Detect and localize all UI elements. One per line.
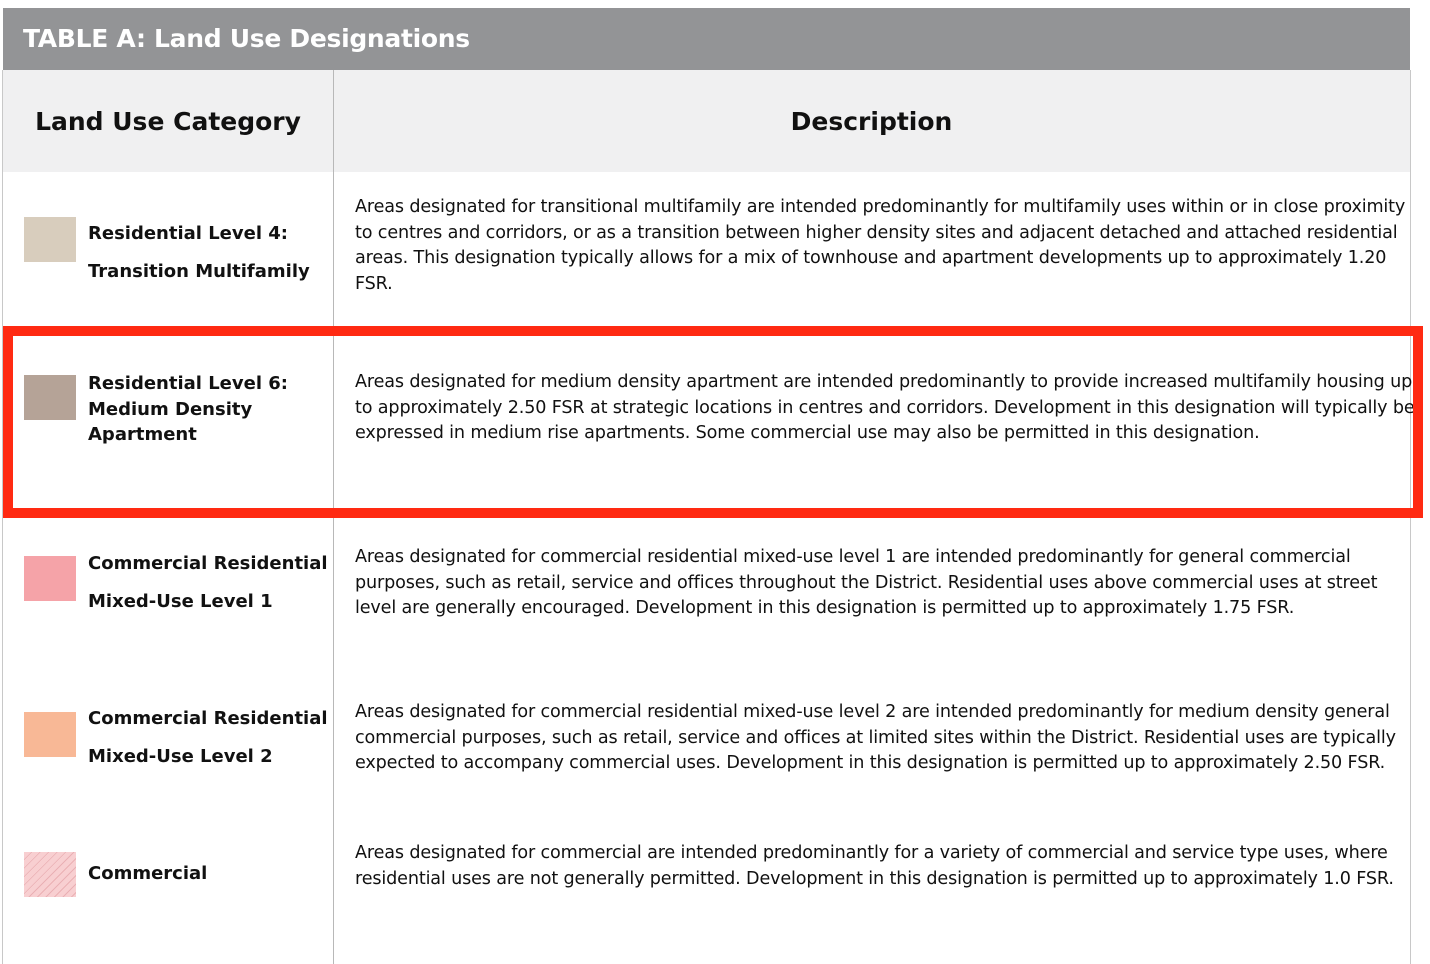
table-row: Commercial Residential Mixed-Use Level 2… [3,680,1410,820]
highlight-box [3,326,1423,518]
description-text: Areas designated for medium density apar… [355,372,1415,443]
category-line: Mixed-Use Level 2 [88,746,273,767]
table-header-row: Land Use Category Description [3,70,1410,172]
hatched-swatch [24,852,76,897]
color-swatch [24,556,76,601]
color-swatch [24,712,76,757]
category-line: Mixed-Use Level 1 [88,591,273,612]
category-line: Residential Level 6: [88,373,288,394]
table-border-left [2,70,3,964]
category-line: Apartment [88,424,197,445]
column-header-category: Land Use Category [35,107,301,136]
description-text: Areas designated for commercial resident… [355,702,1396,773]
table-row: Commercial Areas designated for commerci… [3,820,1410,964]
category-label: Residential Level 4: Transition Multifam… [88,215,328,291]
color-swatch [24,375,76,420]
category-line: Medium Density [88,398,253,420]
category-label: Commercial Residential Mixed-Use Level 1 [88,545,328,621]
category-label: Commercial Residential Mixed-Use Level 2 [88,700,328,776]
table-row: Commercial Residential Mixed-Use Level 1… [3,518,1410,680]
category-line: Commercial [88,863,208,884]
color-swatch [24,217,76,262]
category-line: Commercial Residential [88,553,328,574]
description-text: Areas designated for commercial are inte… [355,843,1394,889]
category-line: Commercial Residential [88,708,328,729]
column-header-description: Description [790,107,953,136]
description-text: Areas designated for transitional multif… [355,197,1406,294]
table-row: Residential Level 4: Transition Multifam… [3,172,1410,326]
category-line: Transition Multifamily [88,261,310,282]
table-title: TABLE A: Land Use Designations [3,8,1410,70]
category-label: Residential Level 6: Medium Density Apar… [88,371,328,448]
table-row: Residential Level 6: Medium Density Apar… [3,336,1415,508]
description-text: Areas designated for commercial resident… [355,547,1378,618]
category-label: Commercial [88,860,328,888]
category-line: Residential Level 4: [88,223,288,244]
